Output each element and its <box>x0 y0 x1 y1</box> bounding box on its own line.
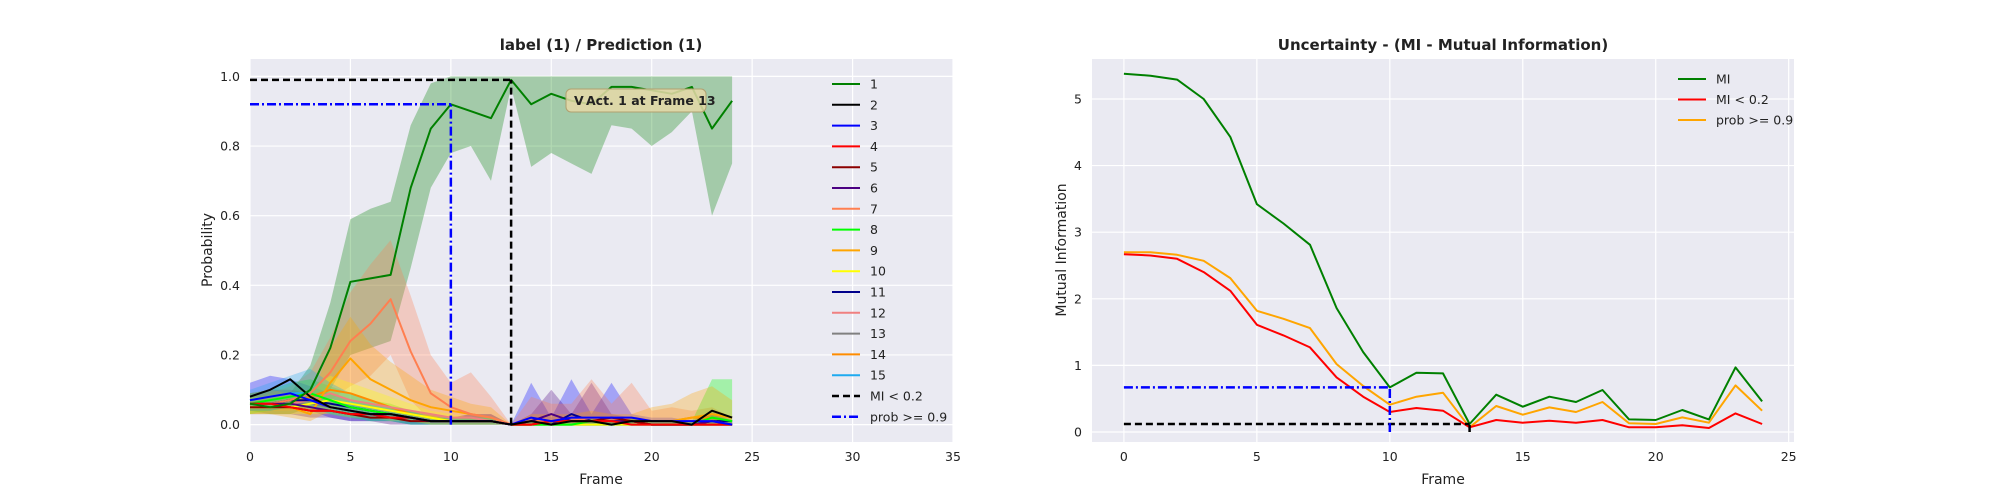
x-ticks: 0 5 10 15 20 25 <box>1120 449 1797 464</box>
y-tick-label: 1.0 <box>220 69 240 84</box>
band-series-10 <box>250 375 733 425</box>
y-tick-label: 3 <box>1074 225 1082 240</box>
band-series-3 <box>250 375 733 425</box>
annotation: V Act. 1 at Frame 13 <box>565 88 716 113</box>
legend-label: 14 <box>870 347 886 362</box>
line-series-MI <box>1123 72 1763 425</box>
band-series-9 <box>250 316 733 425</box>
chart-title: Uncertainty - (MI - Mutual Information) <box>1278 36 1608 54</box>
y-tick-label: 0.0 <box>220 417 240 432</box>
x-tick-label: 20 <box>644 449 660 464</box>
x-tick-label: 0 <box>1120 449 1128 464</box>
band-series-7 <box>250 240 733 425</box>
uncertainty-chart: 0 5 10 15 20 25 0 1 2 3 4 5 Uncertainty - (MI - Mu… <box>1054 36 1797 488</box>
series-lines <box>1123 72 1763 429</box>
y-tick-label: 2 <box>1074 291 1082 306</box>
legend-label: 9 <box>870 243 878 258</box>
y-ticks: 0 1 2 3 4 5 <box>1074 91 1082 439</box>
legend-label: 7 <box>870 201 878 216</box>
legend-label: 15 <box>870 368 886 383</box>
legend-label: 1 <box>870 77 878 92</box>
y-tick-label: 0 <box>1074 425 1082 440</box>
y-tick-label: 0.4 <box>220 278 240 293</box>
band-series-1 <box>250 76 733 415</box>
legend-label: 2 <box>870 97 878 112</box>
legend-label: MI < 0.2 <box>870 389 923 404</box>
line-series-MI < 0.2 <box>1123 253 1763 429</box>
y-tick-label: 1 <box>1074 358 1082 373</box>
legend-label: prob >= 0.9 <box>1716 113 1793 128</box>
x-tick-label: 25 <box>744 449 760 464</box>
legend-label: MI < 0.2 <box>1716 92 1769 107</box>
legend-label: 13 <box>870 326 886 341</box>
legend-label: 12 <box>870 305 886 320</box>
y-tick-label: 0.6 <box>220 208 240 223</box>
legend-label: MI <box>1716 72 1730 87</box>
x-axis-label: Frame <box>579 472 623 488</box>
x-tick-label: 10 <box>1382 449 1398 464</box>
probability-chart: 0 5 10 15 20 25 30 35 0.00.20.40.60.81.0 label … <box>200 36 961 488</box>
legend-label: 10 <box>870 264 886 279</box>
legend-label: 6 <box>870 181 878 196</box>
y-tick-label: 4 <box>1074 158 1082 173</box>
legend-label: 5 <box>870 160 878 175</box>
x-tick-label: 15 <box>543 449 559 464</box>
legend: MI MI < 0.2 prob >= 0.9 <box>1678 72 1793 128</box>
x-tick-label: 5 <box>346 449 354 464</box>
line-series-prob >= 0.9 <box>1123 251 1763 429</box>
series-lines <box>249 78 733 426</box>
line-series-2 <box>249 378 733 426</box>
legend-label: 4 <box>870 139 878 154</box>
x-tick-label: 30 <box>845 449 861 464</box>
annotation-text: Act. 1 at Frame 13 <box>586 93 716 108</box>
y-tick-label: 0.8 <box>220 139 240 154</box>
x-tick-label: 25 <box>1781 449 1797 464</box>
x-tick-label: 35 <box>945 449 961 464</box>
grid <box>1092 59 1794 442</box>
y-axis-label: Mutual Information <box>1054 183 1070 316</box>
chart-title: label (1) / Prediction (1) <box>500 36 703 54</box>
legend-label: 8 <box>870 222 878 237</box>
legend-label: 3 <box>870 118 878 133</box>
x-tick-label: 0 <box>246 449 254 464</box>
y-ticks: 0.0 0.2 0.4 0.6 0.8 1.0 <box>220 69 240 432</box>
y-tick-label: 0.2 <box>220 347 240 362</box>
x-tick-label: 10 <box>443 449 459 464</box>
annotation-box <box>565 88 707 113</box>
annotation-marker: V <box>574 93 584 108</box>
x-tick-label: 20 <box>1648 449 1664 464</box>
plot-background <box>1092 59 1794 442</box>
x-tick-label: 15 <box>1515 449 1531 464</box>
y-axis-label: Probability <box>200 213 216 287</box>
x-ticks: 0 5 10 15 20 25 30 35 <box>246 449 961 464</box>
reference-lines <box>250 78 513 425</box>
x-tick-label: 5 <box>1253 449 1261 464</box>
reference-lines <box>1123 386 1471 433</box>
legend-label: 11 <box>870 285 886 300</box>
x-axis-label: Frame <box>1421 472 1465 488</box>
legend-label: prob >= 0.9 <box>870 409 947 424</box>
y-tick-label: 5 <box>1074 91 1082 106</box>
